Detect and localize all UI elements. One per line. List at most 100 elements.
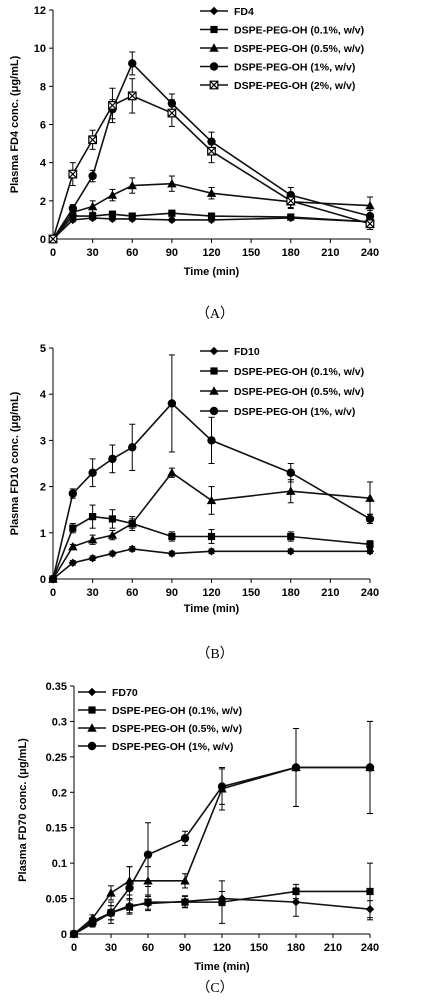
data-point	[207, 532, 216, 541]
data-point	[68, 169, 78, 179]
panel-caption: （A）	[196, 306, 234, 322]
data-point	[48, 574, 58, 584]
data-point	[167, 108, 177, 118]
x-tick-label: 120	[202, 247, 220, 259]
data-point	[181, 898, 189, 906]
series-square	[49, 209, 374, 243]
legend-label: FD10	[234, 346, 260, 358]
y-tick-label: 8	[40, 81, 46, 93]
data-point	[128, 59, 137, 68]
x-tick-label: 30	[105, 942, 117, 954]
data-point	[108, 454, 117, 464]
chart-b: 0 1 2 3 4 5 0 30 60 90 120 150 180 210 240 Time (min) Pl…	[9, 343, 379, 662]
y-tick-label: 12	[34, 5, 46, 17]
legend-item: DSPE-PEG-OH (0.5%, w/v)	[78, 723, 242, 735]
data-point	[106, 888, 116, 897]
y-tick-label: 0	[40, 574, 46, 586]
legend-label: DSPE-PEG-OH (1%, w/v)	[234, 406, 355, 418]
legend-marker	[87, 741, 97, 751]
data-point	[125, 883, 134, 893]
series-triangle	[48, 175, 375, 243]
x-tick-label: 180	[282, 587, 300, 599]
data-point	[108, 549, 117, 558]
data-point	[88, 468, 97, 477]
x-tick-label: 90	[179, 942, 191, 954]
x-tick-label: 60	[126, 247, 138, 259]
data-point	[180, 834, 190, 843]
data-point	[217, 782, 227, 791]
legend-marker	[209, 6, 219, 16]
data-point	[87, 201, 98, 211]
data-point	[167, 215, 177, 225]
y-tick-label: 0.1	[52, 858, 67, 870]
data-point	[143, 850, 153, 859]
data-point	[207, 436, 216, 445]
data-point	[286, 468, 295, 477]
legend-marker	[87, 687, 97, 697]
panel-caption: （C）	[196, 980, 233, 996]
y-tick-label: 4	[40, 158, 47, 170]
data-point	[48, 234, 58, 244]
legend-item: DSPE-PEG-OH (1%, w/v)	[200, 62, 355, 74]
data-point	[127, 91, 137, 101]
panel-caption: （B）	[196, 646, 233, 662]
legend-item: DSPE-PEG-OH (1%, w/v)	[200, 406, 355, 418]
x-tick-label: 30	[87, 247, 99, 259]
y-tick-label: 0.3	[52, 716, 67, 728]
data-point	[89, 513, 97, 521]
data-point	[167, 399, 177, 408]
x-tick-label: 0	[71, 942, 77, 954]
x-tick-label: 120	[213, 942, 231, 954]
data-point	[180, 876, 190, 885]
data-point	[88, 171, 97, 181]
chart-c: 0 0.05 0.1 0.15 0.2 0.25 0.3 0.35 0 30 60 90 120 150 1…	[17, 681, 379, 996]
data-point	[127, 518, 137, 528]
x-tick-label: 0	[50, 247, 56, 259]
y-tick-label: 0.15	[46, 823, 67, 835]
x-axis-label: Time (min)	[184, 603, 240, 615]
legend-item: FD4	[200, 6, 254, 18]
data-point	[108, 515, 117, 523]
data-point	[291, 897, 301, 907]
legend-item: FD70	[78, 687, 138, 699]
data-point	[108, 101, 117, 110]
data-point	[365, 514, 375, 524]
y-tick-label: 2	[40, 196, 46, 208]
legend-label: DSPE-PEG-OH (1%, w/v)	[112, 741, 233, 753]
x-tick-label: 210	[321, 247, 339, 259]
legend-label: DSPE-PEG-OH (2%, w/v)	[234, 80, 355, 92]
data-point	[68, 558, 78, 568]
x-tick-label: 60	[142, 942, 154, 954]
data-point	[107, 530, 118, 539]
x-tick-label: 90	[166, 247, 178, 259]
data-point	[89, 212, 97, 220]
data-point	[207, 547, 216, 556]
marker-cross	[128, 91, 137, 101]
series-circle	[69, 720, 375, 939]
data-point	[88, 554, 97, 563]
y-tick-label: 4	[40, 389, 47, 401]
legend-item: FD10	[200, 346, 260, 358]
legend-label: DSPE-PEG-OH (0.5%, w/v)	[112, 723, 242, 735]
data-point	[365, 493, 375, 502]
data-point	[365, 219, 375, 229]
data-point	[365, 200, 375, 210]
legend-marker	[209, 62, 219, 71]
x-tick-label: 180	[282, 247, 300, 259]
x-tick-label: 90	[166, 587, 178, 599]
x-tick-label: 150	[242, 587, 260, 599]
data-point	[207, 212, 216, 220]
data-point	[69, 929, 79, 939]
x-tick-label: 240	[361, 942, 379, 954]
data-point	[108, 210, 117, 218]
legend-marker	[209, 406, 219, 416]
y-tick-label: 0.2	[52, 787, 67, 799]
marker-cross	[365, 219, 375, 228]
x-tick-label: 60	[126, 587, 138, 599]
data-point	[365, 763, 375, 772]
legend-marker	[209, 43, 219, 52]
legend-item: DSPE-PEG-OH (0.5%, w/v)	[200, 386, 364, 398]
data-point	[106, 908, 116, 917]
y-tick-label: 1	[40, 528, 46, 540]
marker-cross	[209, 80, 219, 90]
